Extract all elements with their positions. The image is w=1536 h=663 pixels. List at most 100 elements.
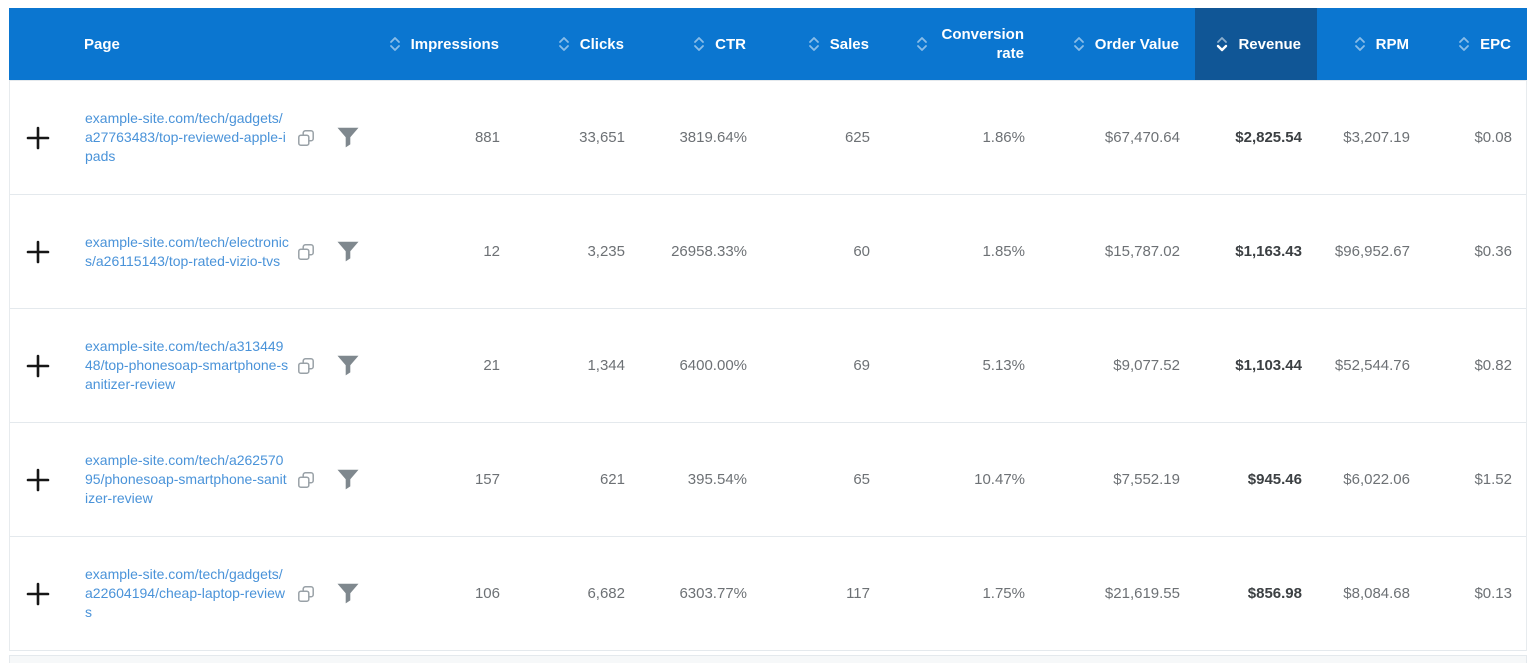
impressions-value: 12 [483,243,500,260]
conversion-rate-value: 10.47% [974,471,1025,488]
revenue-value: $856.98 [1247,585,1302,602]
copy-icon [298,129,314,146]
copy-icon [298,243,314,260]
ctr-value: 6400.00% [679,357,747,374]
filter-row-button[interactable] [336,127,360,148]
plus-icon [26,240,50,263]
column-header-ctr-label: CTR [715,35,746,53]
filter-cell [316,583,380,604]
table-row: example-site.com/tech/a26257095/phonesoa… [10,423,1526,537]
column-header-order-value[interactable]: Order Value [1040,8,1195,80]
column-header-clicks-label: Clicks [579,35,624,53]
order-value-value: $21,619.55 [1104,585,1180,602]
filter-funnel-icon [337,127,359,148]
expand-row-button[interactable] [23,579,53,609]
sales-value: 625 [844,129,870,146]
sort-chevrons-icon [1073,37,1084,51]
filter-cell [316,469,380,490]
column-header-conversion-rate[interactable]: Conversion rate [885,8,1040,80]
page-url-link[interactable]: example-site.com/tech/gadgets/a27763483/… [85,110,286,164]
expand-row-button[interactable] [23,123,53,153]
page-cell: example-site.com/tech/gadgets/a22604194/… [66,565,316,622]
revenue-value: $1,163.43 [1235,243,1302,260]
conversion-rate-value: 1.85% [982,243,1025,260]
column-header-ctr[interactable]: CTR [640,8,762,80]
expand-row-button[interactable] [23,465,53,495]
table-header-row: Page Impressions Clicks CTR Sales Conver… [9,8,1527,80]
plus-icon [26,468,50,491]
page-url-link[interactable]: example-site.com/tech/gadgets/a22604194/… [85,566,286,620]
column-header-sales[interactable]: Sales [762,8,885,80]
column-header-conversion-rate-label: Conversion rate [941,26,1024,62]
sort-chevrons-icon [917,37,927,51]
expand-cell [10,579,66,609]
column-header-clicks[interactable]: Clicks [515,8,640,80]
sales-value: 69 [853,357,870,374]
expand-row-button[interactable] [23,351,53,381]
clicks-value: 33,651 [579,129,625,146]
column-header-rpm[interactable]: RPM [1317,8,1425,80]
copy-url-button[interactable] [297,243,315,261]
order-value-value: $9,077.52 [1113,357,1180,374]
copy-url-button[interactable] [297,471,315,489]
copy-icon [298,585,314,602]
sort-chevrons-icon [389,37,400,51]
epc-value: $1.52 [1474,471,1512,488]
ctr-value: 3819.64% [679,129,747,146]
rpm-value: $96,952.67 [1334,243,1410,260]
conversion-rate-value: 5.13% [982,357,1025,374]
impressions-value: 881 [474,129,500,146]
clicks-value: 1,344 [587,357,625,374]
copy-url-button[interactable] [297,585,315,603]
copy-url-button[interactable] [297,357,315,375]
column-header-order-value-label: Order Value [1094,35,1179,53]
expand-row-button[interactable] [23,237,53,267]
sort-chevrons-icon-desc-active [1217,37,1228,52]
column-header-rpm-label: RPM [1375,35,1409,53]
column-header-impressions[interactable]: Impressions [379,8,515,80]
expand-cell [10,351,66,381]
header-filter-spacer [315,8,379,80]
revenue-value: $945.46 [1247,471,1302,488]
epc-value: $0.36 [1474,243,1512,260]
filter-cell [316,241,380,262]
filter-row-button[interactable] [336,355,360,376]
filter-funnel-icon [337,469,359,490]
column-header-epc[interactable]: EPC [1425,8,1527,80]
filter-cell [316,355,380,376]
sort-chevrons-icon [808,37,819,51]
filter-cell [316,127,380,148]
column-header-impressions-label: Impressions [410,35,499,53]
ctr-value: 26958.33% [671,243,747,260]
rpm-value: $6,022.06 [1343,471,1410,488]
sales-value: 117 [846,585,870,602]
table-row: example-site.com/tech/a31344948/top-phon… [10,309,1526,423]
filter-row-button[interactable] [336,583,360,604]
page-url-link[interactable]: example-site.com/tech/electronics/a26115… [85,233,289,269]
impressions-value: 21 [483,357,500,374]
column-header-sales-label: Sales [829,35,869,53]
table-row: example-site.com/tech/gadgets/a22604194/… [10,537,1526,651]
filter-funnel-icon [337,355,359,376]
copy-url-button[interactable] [297,129,315,147]
filter-row-button[interactable] [336,469,360,490]
sort-chevrons-icon [1354,37,1365,51]
plus-icon [26,354,50,377]
expand-cell [10,123,66,153]
epc-value: $0.82 [1474,357,1512,374]
copy-icon [298,471,314,488]
copy-icon [298,357,314,374]
plus-icon [26,126,50,149]
ctr-value: 395.54% [687,471,747,488]
plus-icon [26,582,50,605]
epc-value: $0.13 [1474,585,1512,602]
next-row-partial [9,655,1527,663]
page-url-link[interactable]: example-site.com/tech/a31344948/top-phon… [85,338,289,392]
page-cell: example-site.com/tech/gadgets/a27763483/… [66,109,316,166]
column-header-revenue-sorted-desc[interactable]: Revenue [1195,8,1317,80]
page-url-link[interactable]: example-site.com/tech/a26257095/phonesoa… [85,452,287,506]
table-body: example-site.com/tech/gadgets/a27763483/… [9,80,1527,651]
column-header-page: Page [65,8,315,80]
filter-row-button[interactable] [336,241,360,262]
sort-chevrons-icon [694,37,705,51]
